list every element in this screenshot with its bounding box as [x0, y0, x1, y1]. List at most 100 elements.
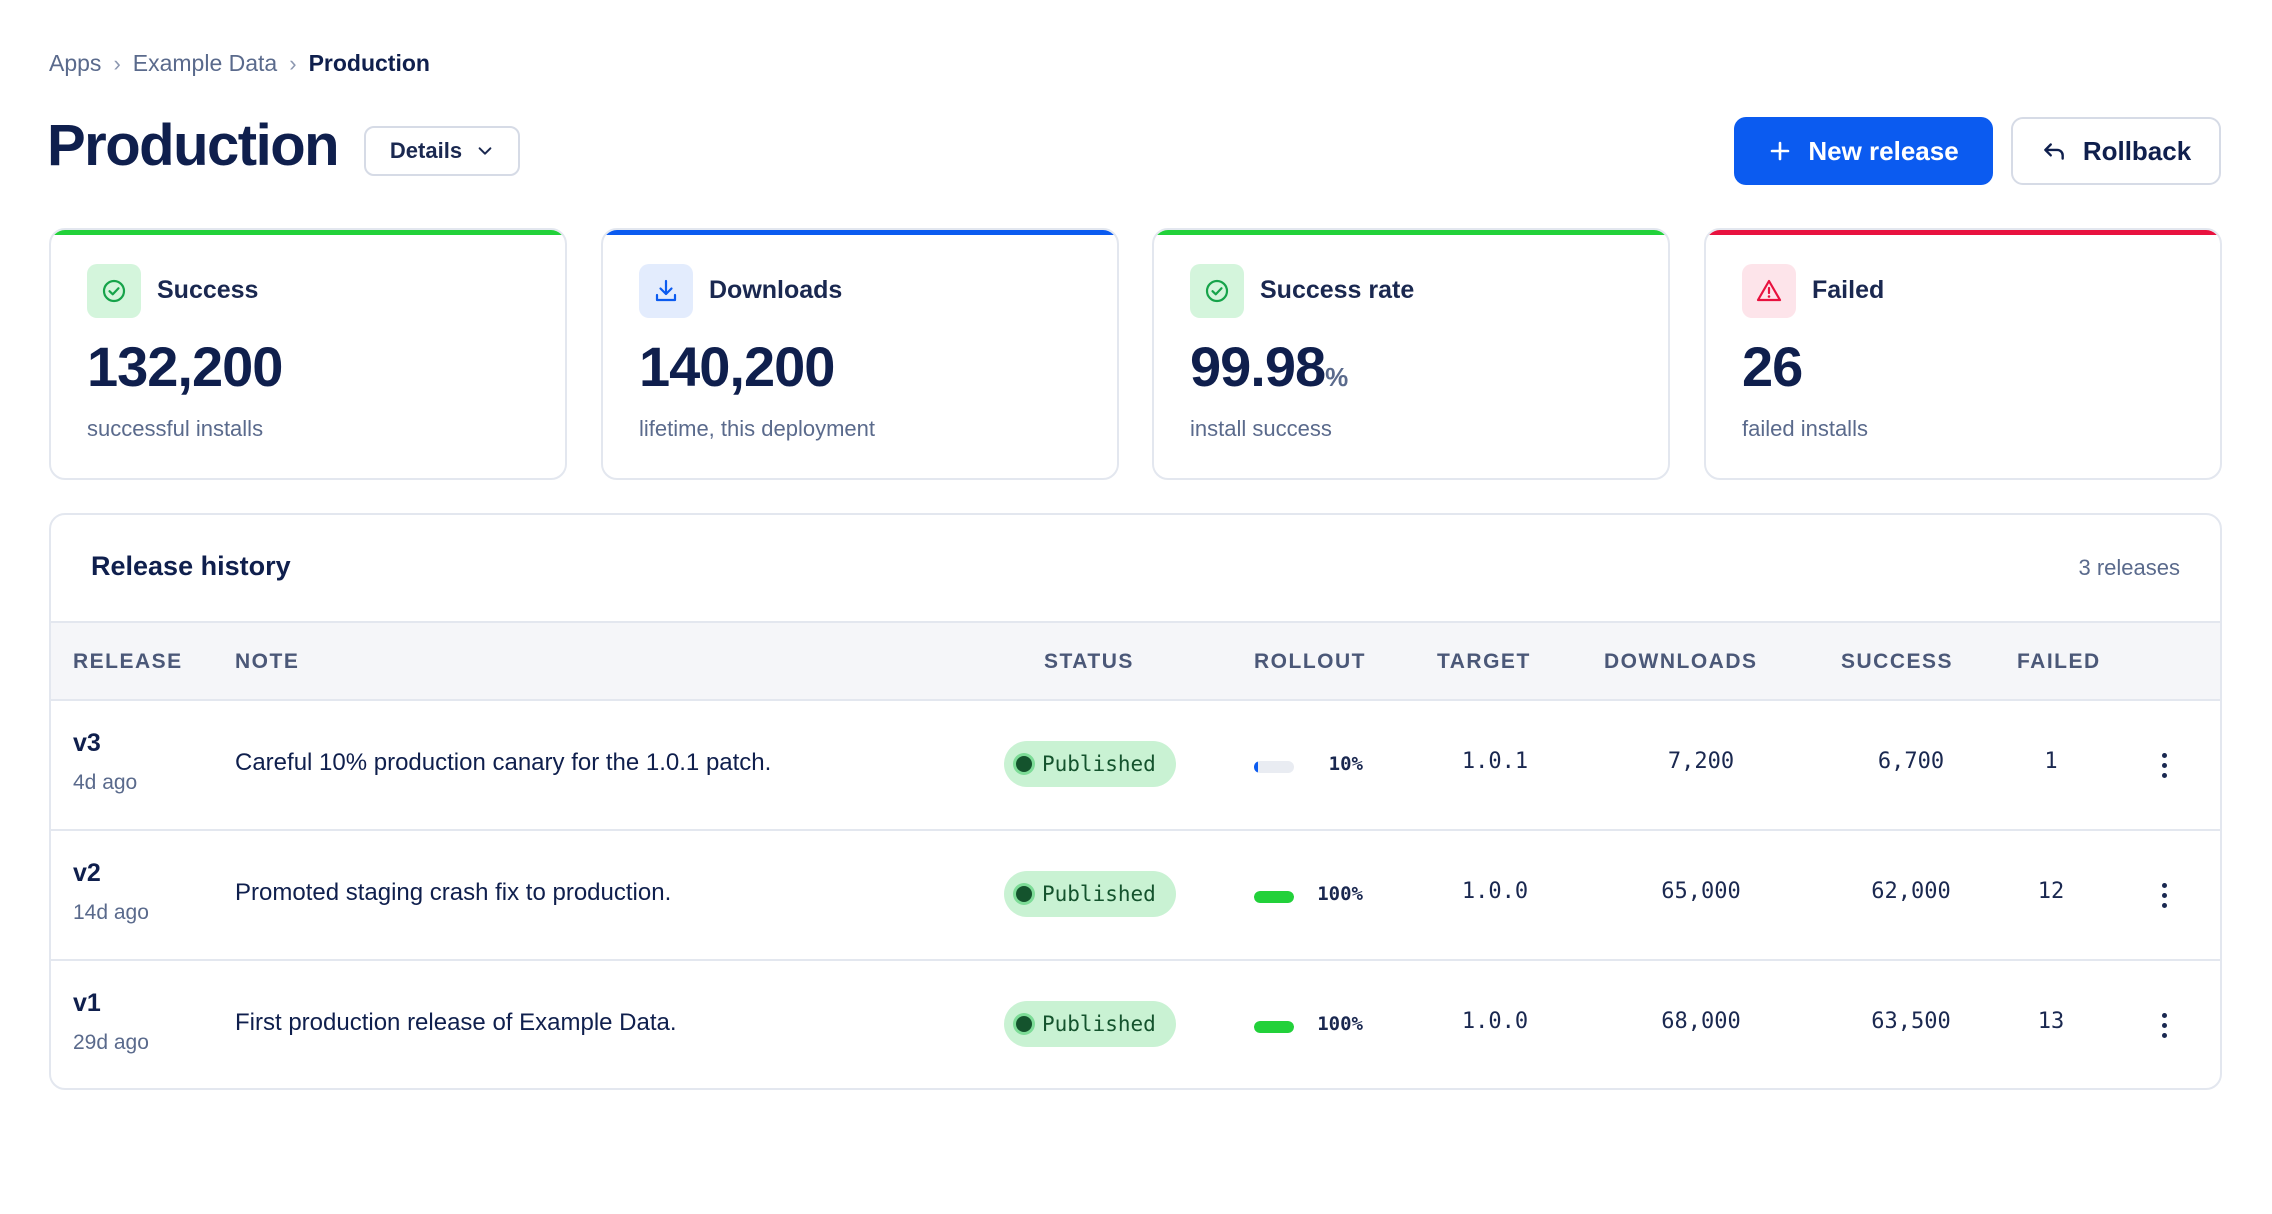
details-dropdown-button[interactable]: Details	[364, 126, 520, 176]
rollout-progress-bar	[1254, 761, 1294, 773]
status-badge: Published	[1004, 871, 1176, 917]
column-header-success[interactable]: SUCCESS	[1841, 650, 1954, 673]
card-label: Downloads	[709, 276, 843, 304]
breadcrumb: Apps › Example Data › Production	[49, 50, 430, 77]
release-count: 3 releases	[2078, 555, 2180, 580]
status-label: Published	[1042, 882, 1156, 906]
target-version: 1.0.0	[1461, 1009, 1529, 1034]
card-value-number: 140,200	[639, 335, 835, 398]
card-icon-box	[1190, 264, 1244, 318]
rollback-label: Rollback	[2082, 135, 2192, 166]
card-label: Failed	[1812, 276, 1885, 304]
downloads-count: 68,000	[1661, 1009, 1741, 1034]
card-value-number: 99.98	[1190, 335, 1326, 398]
target-version: 1.0.1	[1461, 749, 1529, 774]
card-accent-bar	[51, 230, 565, 235]
rollout-percent: 100%	[1317, 1013, 1363, 1035]
chevron-down-icon	[478, 147, 492, 155]
rollback-button[interactable]: Rollback	[2011, 117, 2221, 185]
card-label: Success rate	[1260, 276, 1415, 304]
card-accent-bar	[1154, 230, 1668, 235]
card-icon-box	[87, 264, 141, 318]
column-header-note[interactable]: NOTE	[235, 650, 300, 673]
breadcrumb-current: Production	[308, 50, 430, 76]
card-value: 26	[1742, 334, 1803, 399]
release-age: 14d ago	[73, 901, 149, 924]
card-subtitle: lifetime, this deployment	[639, 416, 875, 441]
card-value: 140,200	[639, 334, 835, 399]
status-badge: Published	[1004, 741, 1176, 787]
column-header-status[interactable]: STATUS	[1044, 650, 1134, 673]
rollout-progress-bar	[1254, 1021, 1294, 1033]
more-options-icon[interactable]	[2149, 875, 2179, 915]
rollout-percent: 10%	[1328, 753, 1363, 775]
breadcrumb-separator: ›	[113, 50, 121, 76]
release-note: Promoted staging crash fix to production…	[235, 879, 672, 906]
more-options-icon[interactable]	[2149, 1005, 2179, 1045]
status-dot-icon	[1016, 1016, 1032, 1032]
success-count: 63,500	[1871, 1009, 1951, 1034]
table-header: RELEASE NOTE STATUS ROLLOUT TARGET DOWNL…	[51, 621, 2220, 701]
card-icon-box	[1742, 264, 1796, 318]
card-value-unit: %	[1325, 362, 1349, 392]
check-circle-icon	[102, 279, 126, 303]
failed-count: 1	[2044, 749, 2058, 774]
status-dot-icon	[1016, 756, 1032, 772]
column-header-failed[interactable]: FAILED	[2017, 650, 2101, 673]
table-row[interactable]: v1 29d ago First production release of E…	[51, 961, 2220, 1088]
release-note: Careful 10% production canary for the 1.…	[235, 749, 772, 776]
column-header-release[interactable]: RELEASE	[73, 650, 183, 673]
card-accent-bar	[603, 230, 1117, 235]
downloads-count: 65,000	[1661, 879, 1741, 904]
table-row[interactable]: v3 4d ago Careful 10% production canary …	[51, 701, 2220, 831]
release-version: v2	[73, 859, 101, 887]
breadcrumb-apps[interactable]: Apps	[49, 50, 102, 76]
card-icon-box	[639, 264, 693, 318]
card-value: 132,200	[87, 334, 283, 399]
stat-card-success: Success 132,200 successful installs	[49, 228, 567, 480]
card-value-number: 26	[1742, 335, 1803, 398]
breadcrumb-separator: ›	[289, 50, 297, 76]
column-header-rollout[interactable]: ROLLOUT	[1254, 650, 1366, 673]
success-count: 6,700	[1877, 749, 1945, 774]
release-age: 29d ago	[73, 1031, 149, 1054]
warning-triangle-icon	[1756, 279, 1782, 302]
rollout-progress-fill	[1254, 891, 1294, 903]
card-subtitle: install success	[1190, 416, 1332, 441]
check-circle-icon	[1205, 279, 1229, 303]
release-history-panel: Release history 3 releases RELEASE NOTE …	[49, 513, 2222, 1090]
column-header-target[interactable]: TARGET	[1437, 650, 1531, 673]
breadcrumb-example-data[interactable]: Example Data	[132, 50, 278, 76]
status-label: Published	[1042, 1012, 1156, 1036]
download-icon	[655, 279, 677, 302]
card-accent-bar	[1706, 230, 2220, 235]
status-dot-icon	[1016, 886, 1032, 902]
release-version: v3	[73, 729, 101, 757]
details-label: Details	[389, 138, 463, 163]
more-options-icon[interactable]	[2149, 745, 2179, 785]
release-age: 4d ago	[73, 771, 138, 794]
failed-count: 12	[2037, 879, 2065, 904]
stat-card-success-rate: Success rate 99.98% install success	[1152, 228, 1670, 480]
card-value: 99.98%	[1190, 334, 1348, 399]
target-version: 1.0.0	[1461, 879, 1529, 904]
rollout-percent: 100%	[1317, 883, 1363, 905]
rollout-progress-fill	[1254, 1021, 1294, 1033]
card-label: Success	[157, 276, 259, 304]
stat-card-failed: Failed 26 failed installs	[1704, 228, 2222, 480]
table-row[interactable]: v2 14d ago Promoted staging crash fix to…	[51, 831, 2220, 961]
release-version: v1	[73, 989, 101, 1017]
card-subtitle: failed installs	[1742, 416, 1868, 441]
status-label: Published	[1042, 752, 1156, 776]
column-header-downloads[interactable]: DOWNLOADS	[1604, 650, 1758, 673]
rollout-progress-bar	[1254, 891, 1294, 903]
new-release-button[interactable]: New release	[1734, 117, 1993, 185]
failed-count: 13	[2037, 1009, 2065, 1034]
success-count: 62,000	[1871, 879, 1951, 904]
card-value-number: 132,200	[87, 335, 283, 398]
status-badge: Published	[1004, 1001, 1176, 1047]
page-title: Production	[47, 113, 340, 178]
undo-arrow-icon	[2043, 143, 2064, 160]
panel-title: Release history	[91, 551, 291, 581]
